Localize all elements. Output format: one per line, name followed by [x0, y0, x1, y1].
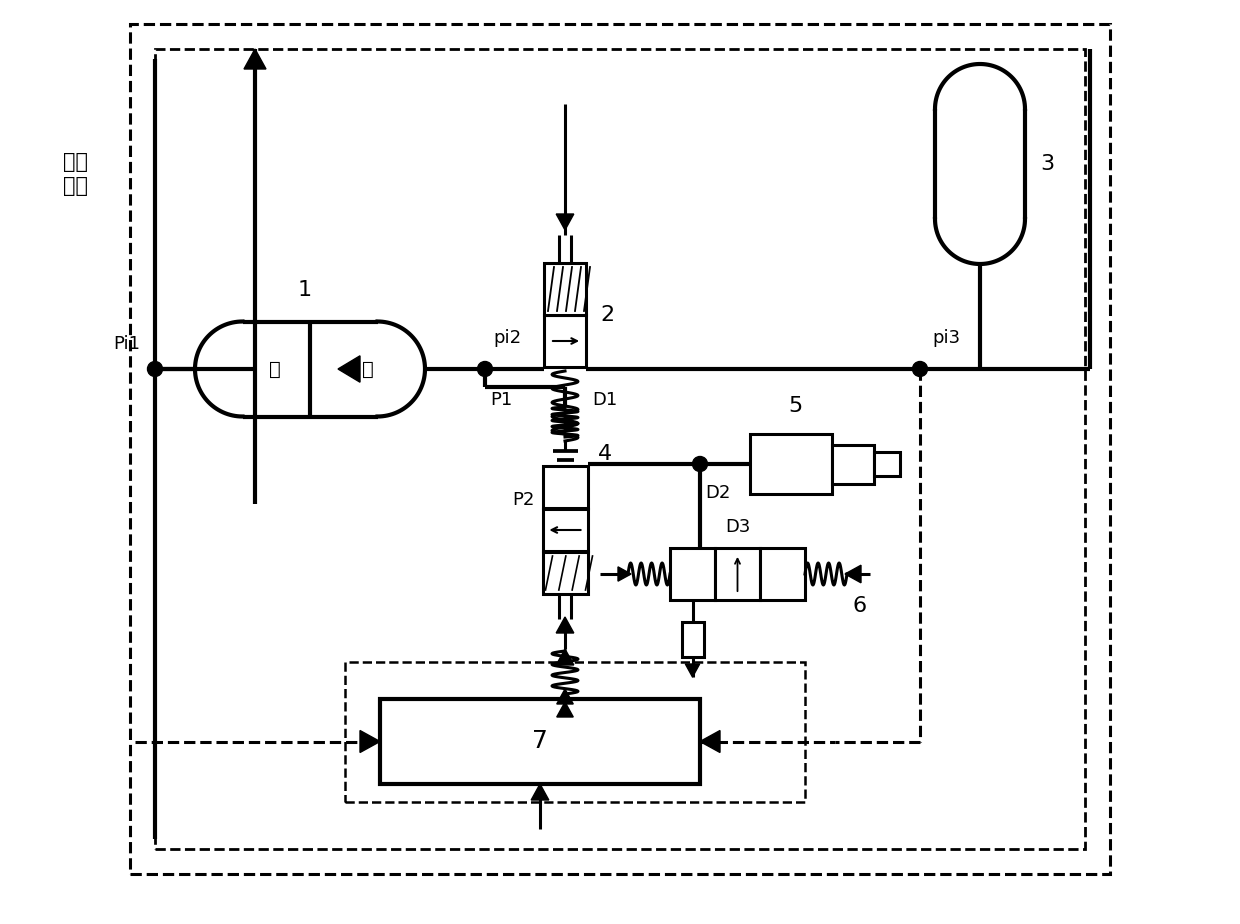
- Polygon shape: [557, 617, 574, 633]
- Polygon shape: [557, 689, 573, 704]
- Text: 2: 2: [600, 305, 614, 325]
- Text: 1: 1: [298, 279, 312, 299]
- Text: D1: D1: [591, 391, 618, 409]
- Text: D3: D3: [725, 518, 750, 536]
- Polygon shape: [701, 731, 720, 752]
- Circle shape: [477, 361, 492, 376]
- Bar: [715, 548, 760, 600]
- Bar: [670, 548, 715, 600]
- Bar: [750, 434, 832, 494]
- Text: 5: 5: [787, 396, 802, 416]
- Bar: [543, 509, 588, 551]
- Text: 6: 6: [853, 596, 867, 616]
- Bar: [543, 552, 588, 594]
- Polygon shape: [844, 565, 861, 583]
- Bar: [544, 263, 587, 315]
- Polygon shape: [557, 214, 574, 230]
- Text: pi3: pi3: [932, 329, 960, 347]
- Circle shape: [692, 456, 708, 471]
- Polygon shape: [557, 702, 573, 717]
- Polygon shape: [531, 784, 549, 800]
- Text: P1: P1: [490, 391, 512, 409]
- Bar: [760, 548, 805, 600]
- Text: D2: D2: [706, 484, 730, 502]
- Polygon shape: [339, 356, 360, 383]
- Circle shape: [148, 361, 162, 376]
- Bar: [345, 662, 805, 802]
- Polygon shape: [360, 731, 379, 752]
- Bar: [832, 444, 874, 483]
- Polygon shape: [686, 664, 699, 677]
- Bar: [379, 699, 701, 784]
- Circle shape: [913, 361, 928, 376]
- Text: pi2: pi2: [494, 329, 521, 347]
- Bar: [874, 452, 900, 476]
- Bar: [544, 315, 587, 367]
- Text: 3: 3: [1040, 154, 1054, 174]
- Text: 液压
负载: 液压 负载: [62, 152, 88, 196]
- Text: 4: 4: [598, 444, 611, 464]
- Bar: [155, 49, 1085, 849]
- Text: Pi1: Pi1: [113, 335, 140, 353]
- Polygon shape: [618, 566, 631, 581]
- Text: 油: 油: [269, 359, 281, 379]
- Polygon shape: [244, 49, 267, 69]
- Bar: [543, 466, 588, 508]
- Text: P2: P2: [512, 491, 534, 509]
- Bar: [130, 24, 1110, 874]
- Bar: [682, 622, 703, 657]
- Text: 气: 气: [362, 359, 374, 379]
- Polygon shape: [557, 649, 574, 665]
- Text: 7: 7: [532, 730, 548, 753]
